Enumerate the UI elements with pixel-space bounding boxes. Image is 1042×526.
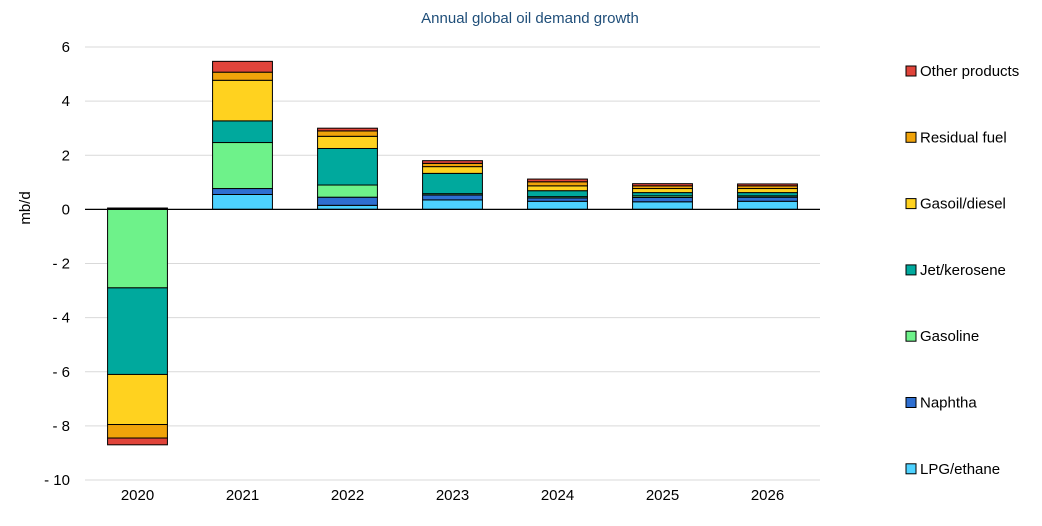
y-tick-label: - 10: [44, 472, 70, 489]
bar-stack-2022: [317, 127, 378, 210]
y-tick-label: - 2: [52, 256, 70, 273]
bars: [107, 60, 798, 446]
bar-segment-naphtha-2026: [737, 196, 798, 202]
legend-label: Gasoil/diesel: [920, 196, 1006, 213]
bar-segment-lpg-ethane-2022: [317, 204, 378, 210]
y-tick-label: 2: [62, 147, 70, 164]
bar-segment-gasoline-2021: [212, 142, 273, 190]
y-tick-label: 0: [62, 201, 70, 218]
bar-segment-residual-fuel-2024: [527, 181, 588, 187]
bar-segment-other-products-2024: [527, 178, 588, 183]
legend-item-lpg-ethane: LPG/ethane: [905, 461, 1000, 478]
bar-segment-other-products-2022: [317, 127, 378, 132]
legend-swatch: [905, 330, 917, 342]
legend-label: LPG/ethane: [920, 461, 1000, 478]
bar-segment-lpg-ethane-2023: [422, 199, 483, 210]
bar-segment-residual-fuel-2022: [317, 130, 378, 137]
y-tick-label: - 4: [52, 310, 70, 327]
bar-segment-jet-kerosene-2020: [107, 287, 168, 375]
y-tick-label: 4: [62, 93, 70, 110]
bar-segment-gasoil-diesel-2026: [737, 188, 798, 194]
bar-stack-2025: [632, 183, 693, 210]
bar-segment-jet-kerosene-2021: [212, 120, 273, 144]
bar-segment-other-products-2020: [107, 437, 168, 446]
bar-segment-naphtha-2023: [422, 194, 483, 201]
bar-segment-gasoil-diesel-2022: [317, 135, 378, 149]
x-tick-label: 2024: [541, 487, 574, 504]
bar-segment-other-products-2023: [422, 160, 483, 164]
x-tick-label: 2022: [331, 487, 364, 504]
x-tick-label: 2023: [436, 487, 469, 504]
bar-segment-residual-fuel-2020: [107, 424, 168, 439]
legend-item-other-products: Other products: [905, 63, 1019, 80]
legend-label: Other products: [920, 63, 1019, 80]
bar-segment-naphtha-2021: [212, 188, 273, 195]
bar-stack-2021: [212, 60, 273, 210]
bar-stack-2023: [422, 160, 483, 210]
bar-segment-jet-kerosene-2024: [527, 190, 588, 198]
bar-segment-residual-fuel-2021: [212, 71, 273, 81]
legend-swatch: [905, 131, 917, 143]
gridlines: [85, 46, 820, 481]
bar-stack-2026: [737, 183, 798, 210]
bar-segment-other-products-2025: [632, 183, 693, 187]
chart-title: Annual global oil demand growth: [421, 10, 639, 27]
y-tick-label: 6: [62, 39, 70, 56]
bar-segment-other-products-2026: [737, 183, 798, 187]
legend: Other products Residual fuel Gasoil/diesel…: [905, 63, 1019, 478]
legend-item-gasoil-diesel: Gasoil/diesel: [905, 196, 1006, 213]
legend-item-naphtha: Naphtha: [905, 395, 977, 412]
bar-segment-jet-kerosene-2023: [422, 172, 483, 195]
bar-segment-gasoil-diesel-2021: [212, 79, 273, 122]
legend-swatch: [905, 198, 917, 210]
y-tick-label: - 6: [52, 364, 70, 381]
bar-segment-gasoil-diesel-2024: [527, 185, 588, 192]
legend-label: Jet/kerosene: [920, 262, 1006, 279]
bar-segment-gasoil-diesel-2020: [107, 373, 168, 426]
y-tick-label: - 8: [52, 418, 70, 435]
legend-label: Gasoline: [920, 328, 979, 345]
bar-segment-gasoil-diesel-2023: [422, 166, 483, 174]
legend-item-residual-fuel: Residual fuel: [905, 129, 1007, 146]
legend-swatch: [905, 264, 917, 276]
x-tick-label: 2021: [226, 487, 259, 504]
bar-segment-gasoline-2022: [317, 184, 378, 198]
x-tick-label: 2025: [646, 487, 679, 504]
legend-swatch: [905, 65, 917, 77]
bar-segment-lpg-ethane-2025: [632, 201, 693, 210]
bar-segment-gasoil-diesel-2025: [632, 188, 693, 194]
x-tick-label: 2026: [751, 487, 784, 504]
bar-segment-gasoline-2020: [107, 208, 168, 289]
bar-segment-lpg-ethane-2026: [737, 200, 798, 210]
legend-label: Residual fuel: [920, 129, 1007, 146]
bar-segment-naphtha-2020: [107, 207, 168, 210]
x-tick-label: 2020: [121, 487, 154, 504]
bar-segment-lpg-ethane-2021: [212, 193, 273, 210]
legend-label: Naphtha: [920, 395, 977, 412]
bar-stack-2024: [527, 178, 588, 210]
bar-segment-other-products-2021: [212, 60, 273, 73]
axes: 6 4 2 0 - 2 - 4 - 6 - 8 - 10 2020 2021 2022 2023 2024…: [44, 39, 820, 504]
bar-stack-2020: [107, 207, 168, 446]
y-axis-title: mb/d: [17, 191, 34, 224]
bar-segment-jet-kerosene-2022: [317, 147, 378, 186]
bar-segment-lpg-ethane-2024: [527, 200, 588, 210]
legend-swatch: [905, 397, 917, 408]
legend-item-gasoline: Gasoline: [905, 328, 979, 345]
legend-swatch: [905, 463, 917, 475]
legend-item-jet-kerosene: Jet/kerosene: [905, 262, 1006, 279]
bar-segment-naphtha-2025: [632, 196, 693, 203]
bar-segment-naphtha-2022: [317, 196, 378, 206]
